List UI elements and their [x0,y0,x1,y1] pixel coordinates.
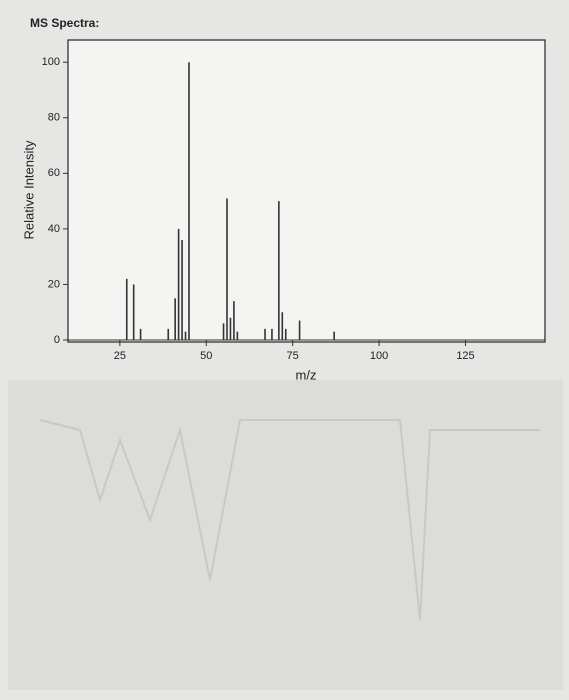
y-tick-label: 20 [48,278,60,290]
y-axis-label: Relative Intensity [21,140,36,239]
faded-page-below [8,380,563,690]
plot-frame [67,39,546,343]
y-tick-label: 40 [48,223,60,235]
y-tick-label: 0 [54,334,60,346]
x-tick-label: 25 [114,350,126,362]
x-tick-label: 75 [287,350,299,362]
y-tick-label: 80 [48,112,60,124]
x-axis-label: m/z [296,367,317,382]
x-tick-label: 100 [370,350,388,362]
chart-title: MS Spectra: [30,16,99,30]
faded-trace [39,419,540,621]
y-tick-label: 60 [48,167,60,179]
x-tick-label: 50 [200,350,212,362]
x-tick-label: 125 [456,350,474,362]
y-tick-label: 100 [42,56,60,68]
